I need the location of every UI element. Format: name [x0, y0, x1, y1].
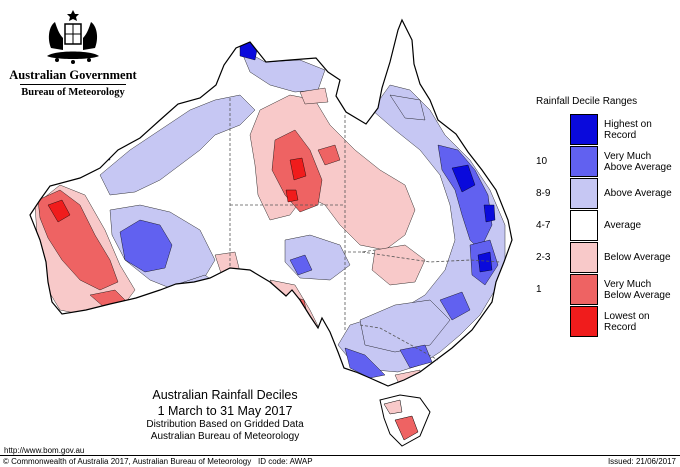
- map-period: 1 March to 31 May 2017: [157, 404, 293, 418]
- id-code: ID code: AWAP: [258, 457, 313, 466]
- legend-range: 4-7: [536, 220, 551, 231]
- logo-divider: [20, 84, 126, 85]
- legend-label: Below Average: [604, 252, 671, 263]
- legend-label: Very Much Below Average: [604, 278, 671, 301]
- bureau-name: Bureau of Meteorology: [21, 87, 125, 98]
- legend-item: 10 Very Much Above Average: [536, 146, 676, 177]
- legend-swatch: [570, 114, 598, 145]
- state-borders: [229, 98, 501, 361]
- footer-divider: [0, 455, 680, 456]
- legend-item: 4-7 Average: [536, 210, 676, 241]
- coat-of-arms-icon: [47, 10, 99, 64]
- legend-label: Highest on Record: [604, 118, 652, 141]
- legend-item: Lowest on Record: [536, 306, 676, 337]
- legend-item: Highest on Record: [536, 114, 676, 145]
- legend-label: Above Average: [604, 188, 672, 199]
- map-title: Australian Rainfall Deciles: [152, 388, 298, 402]
- legend-label: Lowest on Record: [604, 310, 650, 333]
- legend-range: 1: [536, 284, 542, 295]
- legend-range: 8-9: [536, 188, 551, 199]
- issued-date: Issued: 21/06/2017: [607, 457, 676, 466]
- legend-swatch: [570, 210, 598, 241]
- legend-item: 2-3 Below Average: [536, 242, 676, 273]
- legend-swatch: [570, 146, 598, 177]
- legend-label: Average: [604, 220, 642, 231]
- legend-range: 2-3: [536, 252, 551, 263]
- government-logo: Australian Government Bureau of Meteorol…: [8, 8, 138, 98]
- legend-range: [536, 306, 566, 337]
- legend-swatch: [570, 178, 598, 209]
- legend-item: 1 Very Much Below Average: [536, 274, 676, 305]
- legend-swatch: [570, 306, 598, 337]
- legend-range: [536, 114, 566, 145]
- legend-title: Rainfall Decile Ranges: [536, 96, 638, 107]
- legend-label: Very Much Above Average: [604, 150, 672, 173]
- bom-url[interactable]: http://www.bom.gov.au: [4, 446, 85, 455]
- map-method: Distribution Based on Gridded Data: [146, 419, 304, 430]
- legend-item: 8-9 Above Average: [536, 178, 676, 209]
- map-source: Australian Bureau of Meteorology: [150, 431, 300, 442]
- copyright-text: © Commonwealth of Australia 2017, Austra…: [3, 457, 252, 466]
- legend-swatch: [570, 274, 598, 305]
- legend-range: 10: [536, 156, 548, 167]
- map-title-block: Australian Rainfall Deciles 1 March to 3…: [110, 388, 340, 443]
- legend-swatch: [570, 242, 598, 273]
- government-name: Australian Government: [9, 68, 137, 82]
